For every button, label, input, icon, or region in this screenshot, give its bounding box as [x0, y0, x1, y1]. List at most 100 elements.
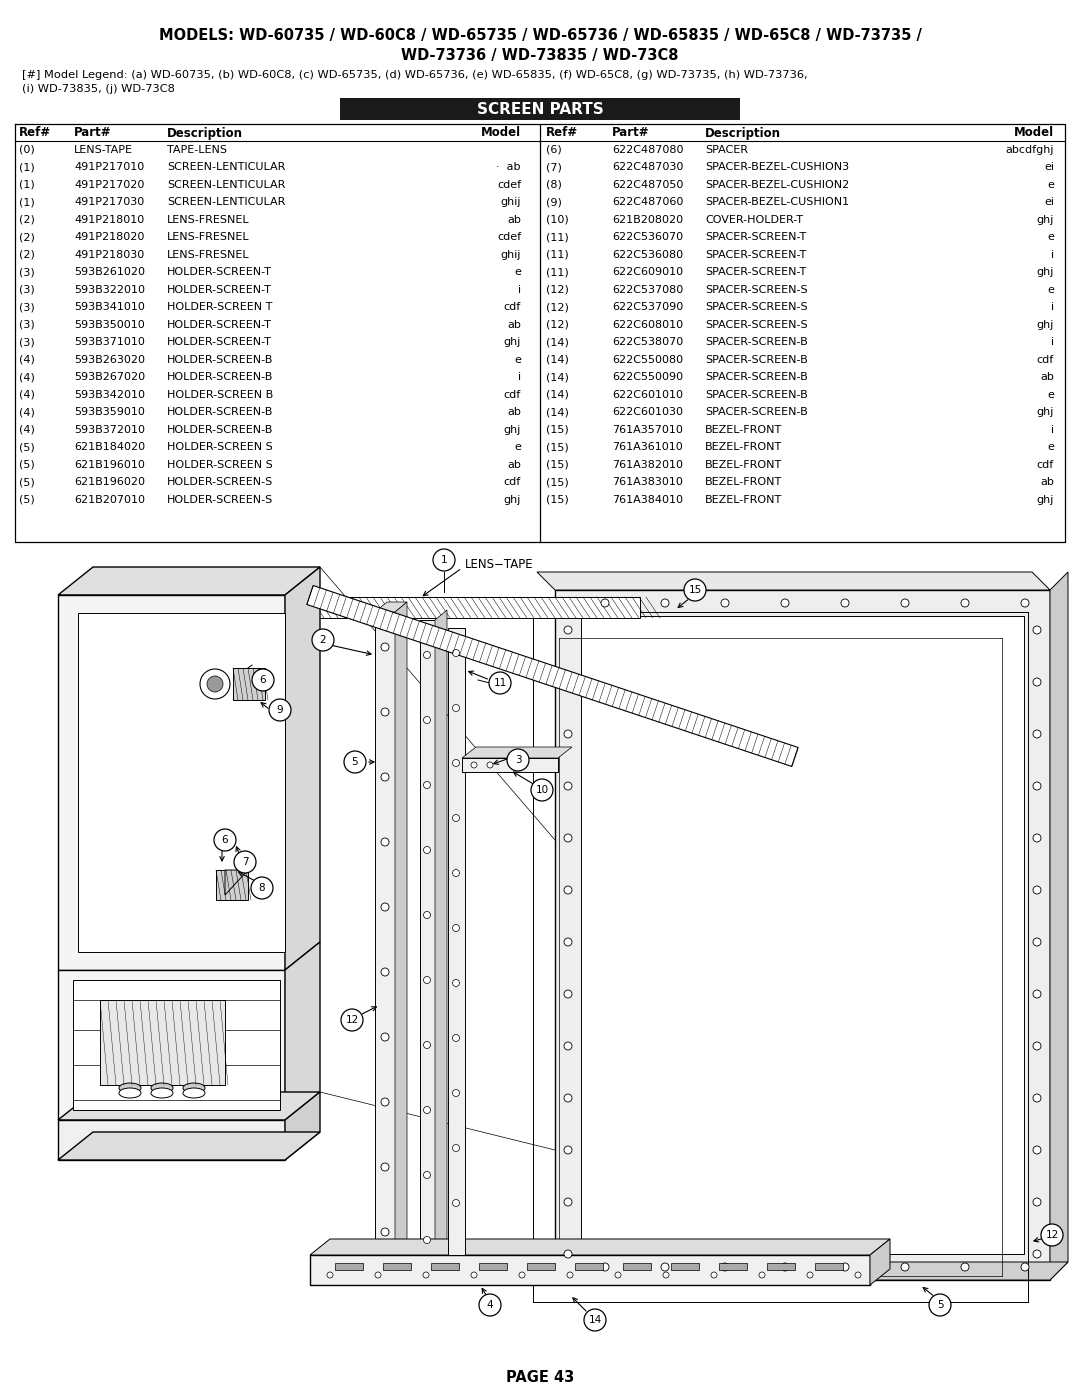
Circle shape [564, 1042, 572, 1051]
Circle shape [423, 1273, 429, 1278]
Text: 593B359010: 593B359010 [75, 408, 145, 418]
Text: 621B196020: 621B196020 [75, 478, 145, 488]
Text: 622C538070: 622C538070 [612, 337, 684, 348]
Text: 593B342010: 593B342010 [75, 390, 145, 400]
Polygon shape [375, 602, 407, 612]
Text: (5): (5) [19, 478, 35, 488]
Text: (5): (5) [19, 443, 35, 453]
Circle shape [1032, 1146, 1041, 1154]
Text: SPACER-BEZEL-CUSHION2: SPACER-BEZEL-CUSHION2 [705, 180, 849, 190]
Text: e: e [1048, 232, 1054, 242]
Text: 593B350010: 593B350010 [75, 320, 145, 330]
Text: 593B263020: 593B263020 [75, 355, 145, 365]
Circle shape [423, 651, 431, 658]
Polygon shape [335, 1263, 363, 1270]
Circle shape [564, 731, 572, 738]
Circle shape [453, 1144, 459, 1151]
Circle shape [661, 599, 669, 608]
Circle shape [489, 672, 511, 694]
Circle shape [781, 1263, 789, 1271]
Circle shape [381, 902, 389, 911]
Text: (3): (3) [19, 337, 35, 348]
Circle shape [600, 1263, 609, 1271]
Circle shape [1021, 1263, 1029, 1271]
Text: (1): (1) [19, 197, 35, 207]
Circle shape [480, 1294, 501, 1316]
Text: BEZEL-FRONT: BEZEL-FRONT [705, 460, 782, 469]
Circle shape [381, 773, 389, 781]
Circle shape [381, 968, 389, 977]
Text: SPACER-SCREEN-B: SPACER-SCREEN-B [705, 390, 808, 400]
Text: (2): (2) [19, 215, 35, 225]
Text: HOLDER-SCREEN-T: HOLDER-SCREEN-T [167, 337, 272, 348]
Text: i: i [1051, 425, 1054, 434]
Polygon shape [310, 597, 640, 617]
Circle shape [564, 626, 572, 634]
Text: HOLDER-SCREEN-T: HOLDER-SCREEN-T [167, 267, 272, 277]
Polygon shape [58, 595, 285, 970]
Polygon shape [310, 1255, 870, 1285]
Circle shape [1032, 886, 1041, 894]
Circle shape [423, 1106, 431, 1113]
Text: ghj: ghj [1037, 267, 1054, 277]
Text: SCREEN-LENTICULAR: SCREEN-LENTICULAR [167, 197, 285, 207]
Text: e: e [514, 267, 521, 277]
Text: e: e [1048, 285, 1054, 295]
Text: HOLDER-SCREEN S: HOLDER-SCREEN S [167, 443, 273, 453]
Circle shape [200, 669, 230, 698]
Text: (14): (14) [546, 390, 569, 400]
Circle shape [1021, 599, 1029, 608]
Ellipse shape [183, 1083, 205, 1092]
Text: cdf: cdf [1037, 355, 1054, 365]
Bar [340, 98, 740, 120]
Text: ·  ab: · ab [497, 162, 521, 172]
Text: BEZEL-FRONT: BEZEL-FRONT [705, 495, 782, 504]
Text: (14): (14) [546, 372, 569, 383]
Polygon shape [719, 1263, 747, 1270]
Text: i: i [518, 372, 521, 383]
Text: (10): (10) [546, 215, 569, 225]
Polygon shape [537, 571, 1050, 590]
Text: (12): (12) [546, 285, 569, 295]
Text: (15): (15) [546, 460, 569, 469]
Circle shape [381, 708, 389, 717]
Circle shape [841, 1263, 849, 1271]
Circle shape [381, 643, 389, 651]
Circle shape [721, 599, 729, 608]
Circle shape [1032, 1094, 1041, 1102]
Text: 12: 12 [346, 1016, 359, 1025]
Circle shape [269, 698, 291, 721]
Polygon shape [815, 1263, 843, 1270]
Text: ab: ab [508, 320, 521, 330]
Text: [#] Model Legend: (a) WD-60735, (b) WD-60C8, (c) WD-65735, (d) WD-65736, (e) WD-: [#] Model Legend: (a) WD-60735, (b) WD-6… [22, 70, 808, 80]
Text: e: e [514, 443, 521, 453]
Circle shape [381, 1032, 389, 1041]
Circle shape [423, 1236, 431, 1243]
Polygon shape [310, 1239, 890, 1255]
Text: 622C487030: 622C487030 [612, 162, 684, 172]
Text: COVER-HOLDER-T: COVER-HOLDER-T [705, 215, 804, 225]
Text: ab: ab [508, 408, 521, 418]
Circle shape [453, 1035, 459, 1042]
Text: SPACER-SCREEN-S: SPACER-SCREEN-S [705, 320, 808, 330]
Polygon shape [216, 870, 248, 900]
Text: (12): (12) [546, 302, 569, 313]
Circle shape [433, 549, 455, 571]
Text: 622C601010: 622C601010 [612, 390, 683, 400]
Text: SPACER-SCREEN-S: SPACER-SCREEN-S [705, 302, 808, 313]
Circle shape [564, 937, 572, 946]
Circle shape [471, 1273, 477, 1278]
Circle shape [381, 1228, 389, 1236]
Text: 10: 10 [536, 785, 549, 795]
Circle shape [1032, 834, 1041, 842]
Text: Model: Model [1014, 127, 1054, 140]
Text: 15: 15 [688, 585, 702, 595]
Circle shape [564, 1094, 572, 1102]
Text: 5: 5 [352, 757, 359, 767]
Text: 622C537090: 622C537090 [612, 302, 684, 313]
Text: ghij: ghij [500, 250, 521, 260]
Circle shape [721, 1263, 729, 1271]
Text: ab: ab [1040, 372, 1054, 383]
Text: e: e [514, 355, 521, 365]
Circle shape [453, 1200, 459, 1207]
